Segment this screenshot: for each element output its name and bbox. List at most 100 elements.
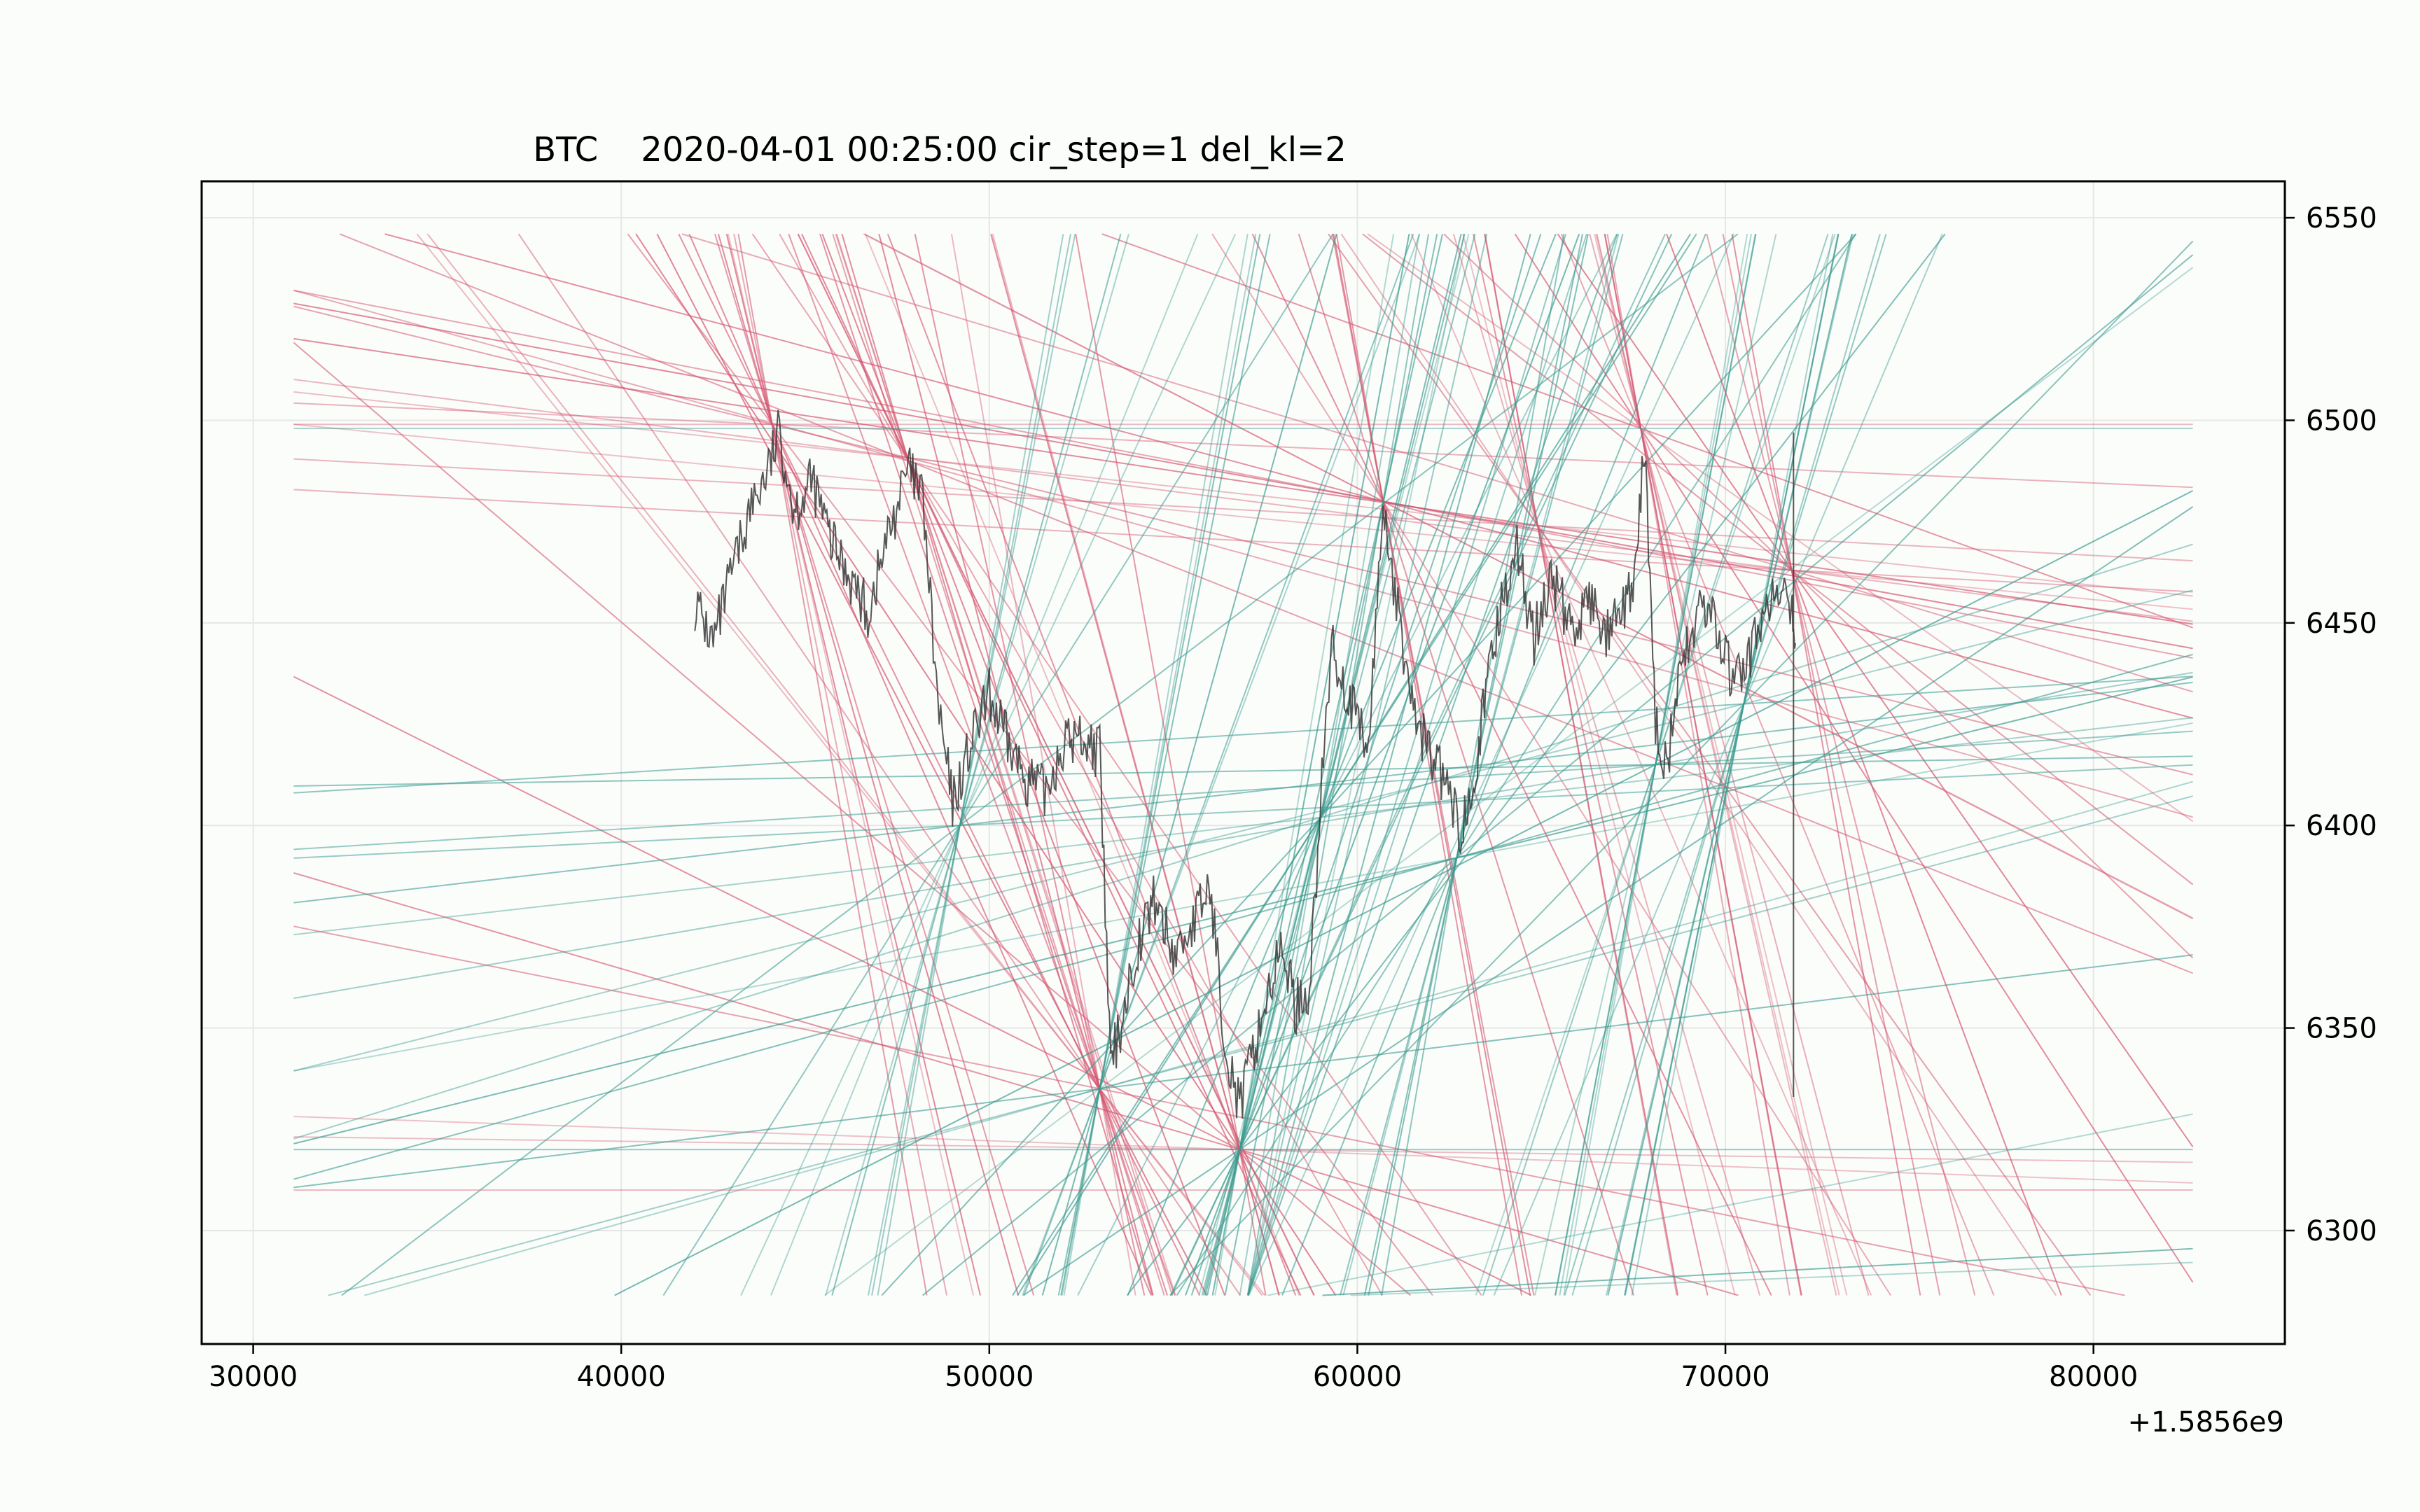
resistance-trend-line: [1604, 234, 1802, 1296]
resistance-trend-line: [384, 233, 2193, 719]
resistance-trend-line: [914, 234, 1146, 1296]
resistance-trend-line: [878, 233, 1154, 1296]
resistance-trend-line: [293, 391, 2193, 597]
support-trend-line: [1214, 234, 1395, 1296]
support-trend-line: [1022, 506, 2194, 1296]
resistance-trend-line: [1706, 233, 1976, 1296]
support-trend-line: [877, 234, 1064, 1296]
grid-lines: [202, 181, 2285, 1344]
support-trend-line: [1363, 234, 1589, 1296]
resistance-trend-line: [293, 305, 2193, 776]
resistance-trend-line: [1484, 234, 1679, 1296]
resistance-trend-line: [835, 233, 1176, 1296]
support-trend-line: [293, 681, 2193, 904]
resistance-trend-line: [426, 233, 1263, 1296]
resistance-trend-line: [1722, 234, 1941, 1296]
support-trend-line: [1077, 233, 1618, 1296]
support-trend-line: [1041, 233, 1337, 1296]
support-trend-line: [881, 233, 1857, 1296]
resistance-trend-line: [293, 402, 2193, 489]
support-trend-line: [293, 676, 2193, 794]
resistance-trend-line: [517, 233, 1241, 1296]
price-line: [694, 410, 1796, 1119]
x-tick-label: 50000: [945, 1361, 1034, 1393]
resistance-trend-line: [293, 379, 2193, 622]
support-trend-line: [341, 233, 1739, 1296]
support-trend-line: [1170, 233, 1673, 1296]
resistance-trend-line: [688, 233, 1153, 1296]
support-trend-line: [293, 755, 2193, 787]
support-trend-line: [770, 233, 1199, 1296]
resistance-trend-line: [293, 289, 2193, 818]
y-tick-label: 6500: [2306, 405, 2377, 437]
resistance-trend-line: [821, 233, 1225, 1296]
support-trend-line: [1246, 234, 1466, 1296]
support-trend-line: [614, 490, 2194, 1296]
support-trend-line: [1224, 234, 1438, 1296]
support-trend-line: [1206, 234, 1443, 1296]
resistance-trend-line: [293, 337, 2193, 625]
support-trend-line: [1571, 233, 1881, 1296]
support-trend-line: [1607, 234, 1853, 1296]
support-trend-line: [1368, 234, 1583, 1296]
resistance-trend-line: [1596, 234, 1837, 1296]
resistance-trend-line: [1462, 233, 1736, 1296]
y-tick-label: 6400: [2306, 810, 2377, 842]
support-trend-line: [293, 764, 2193, 859]
support-trend-line: [1176, 233, 1857, 1296]
support-trend-line: [1017, 233, 1691, 1296]
support-trend-line: [1322, 1247, 2193, 1296]
support-trend-line: [1564, 233, 1887, 1296]
support-trend-line: [1239, 234, 1420, 1296]
support-trend-line: [1493, 233, 1943, 1296]
resistance-trend-line: [1594, 234, 1848, 1296]
support-trend-line: [1057, 234, 1271, 1296]
support-trend-line: [1247, 233, 1566, 1296]
support-trend-line: [1211, 234, 1410, 1296]
support-trend-line: [1126, 233, 1946, 1296]
support-trend-line: [1022, 233, 1421, 1296]
resistance-trend-line: [1075, 234, 1267, 1296]
support-trend-line: [1063, 234, 1249, 1296]
resistance-trend-line: [635, 233, 1337, 1296]
x-axis: 30000 40000 50000 60000 70000 80000: [209, 1344, 2138, 1393]
support-trend-line: [293, 730, 2193, 850]
resistance-trend-line: [863, 233, 2194, 919]
resistance-trend-line: [788, 233, 1176, 1296]
support-trend-line: [867, 234, 1076, 1296]
support-trend-line: [1190, 233, 1542, 1296]
resistance-trend-line: [416, 233, 1265, 1296]
resistance-trend-line: [864, 233, 1300, 1296]
support-trend-line: [293, 589, 2193, 1072]
chart-title: BTC 2020-04-01 00:25:00 cir_step=1 del_k…: [533, 130, 1347, 169]
support-trend-line: [825, 233, 1129, 1296]
resistance-trend-line: [779, 233, 1383, 1296]
resistance-trend-line: [1443, 233, 2194, 959]
support-trend-line: [293, 676, 2193, 1144]
support-trend-line: [1624, 234, 1840, 1296]
support-trend-line: [1023, 233, 1414, 1296]
resistance-trend-line: [1595, 234, 1840, 1296]
resistance-trend-line: [835, 233, 1174, 1296]
x-tick-label: 30000: [209, 1361, 298, 1393]
resistance-trend-line: [293, 342, 1412, 1296]
resistance-trend-line: [293, 424, 2193, 610]
resistance-trend-line: [1561, 233, 1995, 1296]
x-tick-label: 60000: [1313, 1361, 1402, 1393]
support-trend-line: [740, 233, 1237, 1296]
support-trend-line: [1281, 233, 1706, 1296]
y-tick-label: 6300: [2306, 1215, 2377, 1247]
support-trend-line: [1061, 234, 1257, 1296]
resistance-trend-line: [717, 233, 1020, 1296]
support-trend-line: [293, 954, 2193, 1189]
resistance-trend-line: [751, 233, 1482, 1296]
y-tick-label: 6350: [2306, 1013, 2377, 1045]
resistance-trend-line: [293, 872, 1739, 1296]
support-trend-line: [1631, 234, 1834, 1296]
support-trend-line: [1204, 234, 1462, 1296]
resistance-trend-line: [1731, 234, 1921, 1296]
resistance-trend-line: [293, 289, 2193, 659]
trend-line-fan: [293, 233, 2194, 1296]
